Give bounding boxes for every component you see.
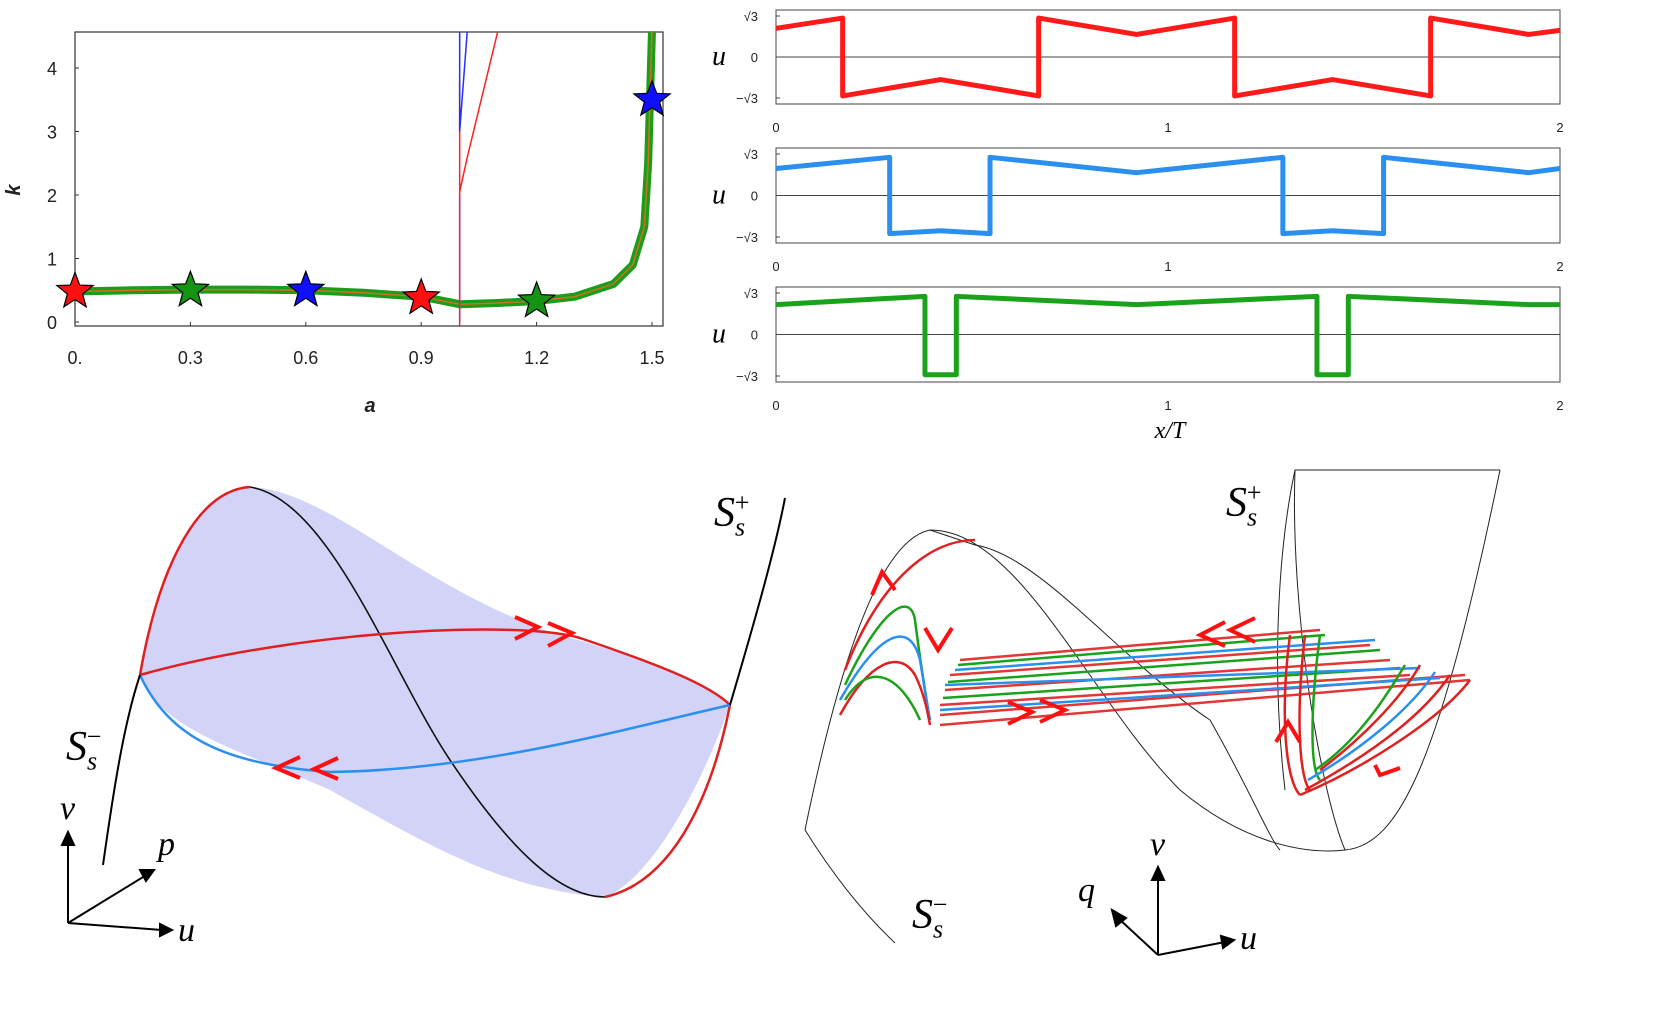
y-tick-label: √3: [744, 9, 758, 24]
stable-manifold-curve: [102, 674, 141, 866]
s-sub: s: [933, 914, 944, 944]
blue-heteroclinic: [138, 674, 731, 774]
s-label: S: [1226, 480, 1247, 526]
x-tick-label: 1: [1164, 259, 1171, 274]
x-tick-label: 1: [1164, 120, 1171, 135]
s-label: S: [66, 724, 87, 770]
x-tick-label: 0.9: [409, 348, 434, 368]
y-tick-label: 2: [47, 186, 57, 206]
axis-p-label-left: p: [158, 826, 175, 863]
s-sub: s: [1247, 502, 1258, 532]
arrow-icon: [271, 615, 577, 781]
arrow-icon: [870, 567, 1401, 778]
s-sup: +: [733, 488, 751, 517]
y-tick-label: 3: [47, 123, 57, 143]
axis-q-label-right: q: [1078, 872, 1095, 909]
unstable-manifold-curve: [729, 497, 786, 706]
wave-profiles-chart: √3 0 −√3 u 0 1 2 √3 0 −√3 u 0 1 2 √3 0 −√3 u 0 1 2 x/T: [712, 9, 1564, 444]
s-sup: +: [1245, 478, 1263, 507]
s-label: S: [714, 490, 735, 536]
x-tick-label: 1.5: [639, 348, 664, 368]
y-axis-label: k: [3, 184, 25, 196]
x-tick-label: 0: [772, 120, 779, 135]
y-tick-label: 1: [47, 250, 57, 270]
axis-v-label-left: v: [60, 790, 76, 827]
axes-triad: [60, 829, 175, 938]
x-tick-label: 1: [1164, 398, 1171, 413]
y-axis-label: u: [712, 41, 726, 72]
x-tick-label: 2: [1556, 120, 1563, 135]
k-vs-a-chart: 0. 0.3 0.6 0.9 1.2 1.5 0 1 2 3 4 a k: [3, 31, 672, 417]
star-marker: [286, 269, 326, 307]
x-tick-label: 0.3: [178, 348, 203, 368]
y-tick-label: −√3: [736, 369, 758, 384]
y-tick-label: √3: [744, 147, 758, 162]
y-tick-label: −√3: [736, 91, 758, 106]
s-plus-label-left: Ss+: [714, 488, 751, 542]
y-tick-label: √3: [744, 286, 758, 301]
x-tick-label: 2: [1556, 259, 1563, 274]
wave-profile-line: [775, 293, 1560, 378]
axis-v-label-right: v: [1150, 826, 1166, 863]
shaded-manifold: [140, 487, 730, 897]
axis-u-label-right: u: [1240, 920, 1257, 957]
s-sub: s: [735, 512, 746, 542]
s-sub: s: [87, 746, 98, 776]
x-tick-label: 0: [772, 259, 779, 274]
x-tick-label: 0.: [67, 348, 82, 368]
x-tick-label: 0.6: [293, 348, 318, 368]
black-orbit: [249, 486, 606, 898]
star-marker: [632, 79, 672, 117]
series-group: [75, 32, 656, 326]
star-marker: [401, 277, 441, 315]
phase-space-diagram-left: [60, 485, 786, 938]
s-sup: −: [85, 722, 103, 751]
x-tick-label: 2: [1556, 398, 1563, 413]
y-tick-label: 0: [47, 313, 57, 333]
wave-profile-line: [775, 154, 1561, 237]
x-axis-label: a: [364, 395, 375, 417]
star-marker: [170, 269, 211, 307]
wave-profile-line: [775, 15, 1561, 99]
y-tick-label: 0: [751, 50, 758, 65]
axis-u-label-left: u: [178, 912, 195, 949]
upper-red-curve: [138, 485, 251, 676]
y-axis-label: u: [712, 180, 726, 211]
trajectories: [838, 538, 1471, 797]
lower-red-curve: [604, 704, 732, 899]
series-core-line: [75, 32, 653, 305]
axes-triad: [1110, 864, 1237, 956]
phase-space-diagram-right: [804, 469, 1501, 956]
x-axis-label: x/T: [1154, 418, 1187, 444]
plot-frame: [74, 31, 664, 327]
s-minus-label-left: Ss−: [66, 722, 103, 776]
x-tick-label: 0: [772, 398, 779, 413]
s-minus-label-right: Ss−: [912, 890, 949, 944]
series-line-blue-branch: [458, 32, 468, 132]
star-marker: [516, 280, 557, 318]
y-tick-label: −√3: [736, 230, 758, 245]
x-tick-label: 1.2: [524, 348, 549, 368]
y-tick-label: 4: [47, 59, 57, 79]
s-label: S: [912, 892, 933, 938]
y-tick-label: 0: [751, 189, 758, 204]
red-heteroclinic: [139, 628, 731, 706]
y-tick-label: 0: [751, 328, 758, 343]
s-sup: −: [931, 890, 949, 919]
s-plus-label-right: Ss+: [1226, 478, 1263, 532]
y-axis-label: u: [712, 319, 726, 350]
star-marker: [55, 270, 95, 309]
